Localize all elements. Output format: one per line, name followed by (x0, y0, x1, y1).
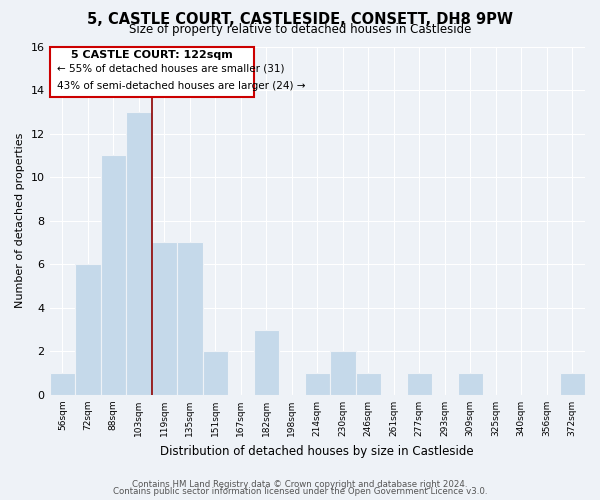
Bar (330, 352, 356, 395)
FancyBboxPatch shape (50, 46, 254, 96)
Bar (152, 242, 177, 395)
Bar (407, 373, 432, 395)
Bar (75, 264, 101, 395)
Text: 5, CASTLE COURT, CASTLESIDE, CONSETT, DH8 9PW: 5, CASTLE COURT, CASTLESIDE, CONSETT, DH… (87, 12, 513, 28)
Text: 5 CASTLE COURT: 122sqm: 5 CASTLE COURT: 122sqm (71, 50, 232, 60)
Text: 43% of semi-detached houses are larger (24) →: 43% of semi-detached houses are larger (… (57, 80, 305, 90)
Bar (203, 352, 228, 395)
Y-axis label: Number of detached properties: Number of detached properties (15, 133, 25, 308)
Bar (458, 373, 483, 395)
Text: Contains public sector information licensed under the Open Government Licence v3: Contains public sector information licen… (113, 488, 487, 496)
Bar (177, 242, 203, 395)
Bar (254, 330, 279, 395)
Bar (356, 373, 381, 395)
Text: Size of property relative to detached houses in Castleside: Size of property relative to detached ho… (129, 22, 471, 36)
Bar (560, 373, 585, 395)
X-axis label: Distribution of detached houses by size in Castleside: Distribution of detached houses by size … (160, 444, 474, 458)
Bar (101, 156, 126, 395)
Bar (126, 112, 152, 395)
Text: Contains HM Land Registry data © Crown copyright and database right 2024.: Contains HM Land Registry data © Crown c… (132, 480, 468, 489)
Text: ← 55% of detached houses are smaller (31): ← 55% of detached houses are smaller (31… (57, 64, 284, 74)
Bar (305, 373, 330, 395)
Bar (50, 373, 75, 395)
